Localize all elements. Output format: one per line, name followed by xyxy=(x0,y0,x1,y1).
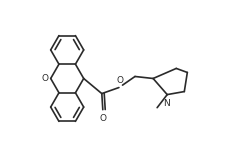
Text: O: O xyxy=(116,76,123,85)
Text: O: O xyxy=(42,74,49,83)
Text: N: N xyxy=(163,99,170,108)
Text: O: O xyxy=(99,114,106,123)
